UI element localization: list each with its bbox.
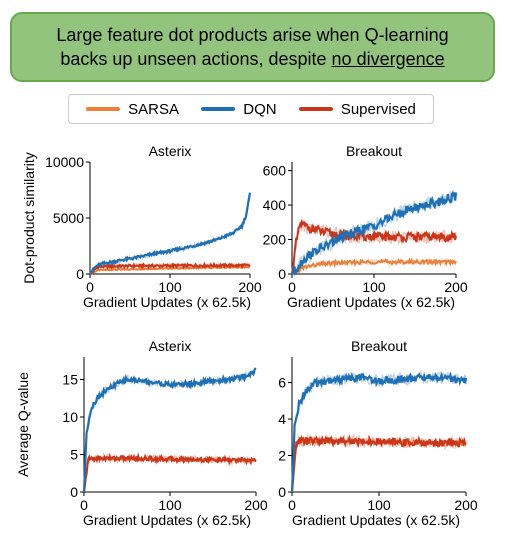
y-tick-label: 400 [263,197,287,213]
legend-item-sarsa: SARSA [86,101,179,118]
y-tick-label: 10 [62,409,78,425]
legend-swatch-sarsa [86,107,121,111]
y-tick-label: 600 [263,163,287,179]
banner-emphasis: no divergence [331,49,445,69]
y-tick-label: 0 [278,266,286,282]
x-tick-label: 0 [288,497,296,513]
y-tick-label: 0 [70,484,78,500]
y-tick-label: 200 [263,232,287,248]
y-tick-label: 6 [278,375,286,391]
y-tick-label: 5 [70,447,78,463]
banner-line-2-text: backs up unseen actions, despite [60,49,332,69]
series-band-dqn [291,369,467,493]
y-axis-label: Dot-product similarity [21,152,37,283]
x-axis-label: Gradient Updates (x 62.5k) [83,512,251,528]
y-tick-label: 0 [76,266,84,282]
series-line-dqn [89,192,252,275]
legend-swatch-dqn [201,107,236,111]
legend-item-supervised: Supervised [298,100,416,118]
legend-swatch-supervised [298,107,333,111]
legend-label-supervised: Supervised [340,100,416,118]
title-banner: Large feature dot products arise when Q-… [10,12,495,82]
legend-label-sarsa: SARSA [128,100,179,118]
series-line-supervised [89,261,251,275]
series-line-dqn [290,371,468,493]
series-line-sarsa [291,257,457,275]
series-line-dqn [82,367,257,493]
x-tick-label: 200 [454,497,478,513]
legend: SARSA DQN Supervised [68,94,434,124]
series-line-supervised [291,434,467,493]
series-line-supervised [291,218,457,275]
chart-title: Breakout [351,338,407,354]
x-tick-label: 0 [86,279,94,295]
x-tick-label: 100 [362,279,386,295]
x-tick-label: 0 [80,497,88,513]
series-line-sarsa [89,265,251,275]
x-tick-label: 200 [238,279,262,295]
chart-title: Asterix [149,143,192,159]
y-tick-label: 5000 [53,210,84,226]
x-tick-label: 100 [367,497,391,513]
y-tick-label: 2 [278,448,286,464]
y-axis-label: Average Q-value [15,372,31,477]
x-tick-label: 200 [444,279,468,295]
series-line-supervised [83,452,257,493]
y-tick-label: 15 [62,372,78,388]
x-tick-label: 100 [158,497,182,513]
series-line-dqn [291,190,458,277]
chart-title: Asterix [149,338,192,354]
x-axis-label: Gradient Updates (x 62.5k) [83,294,251,310]
x-tick-label: 200 [244,497,268,513]
series-line-sarsa [291,436,467,493]
x-tick-label: 0 [288,279,296,295]
chart-title: Breakout [346,143,402,159]
banner-line-2: backs up unseen actions, despite no dive… [60,47,444,71]
y-tick-label: 4 [278,411,286,427]
x-tick-label: 100 [158,279,182,295]
y-tick-label: 10000 [45,154,84,170]
y-tick-label: 0 [278,484,286,500]
x-axis-label: Gradient Updates (x 62.5k) [287,294,455,310]
legend-label-dqn: DQN [243,100,277,118]
x-axis-label: Gradient Updates (x 62.5k) [292,512,460,528]
banner-line-1: Large feature dot products arise when Q-… [56,25,449,45]
legend-item-dqn: DQN [201,100,277,118]
